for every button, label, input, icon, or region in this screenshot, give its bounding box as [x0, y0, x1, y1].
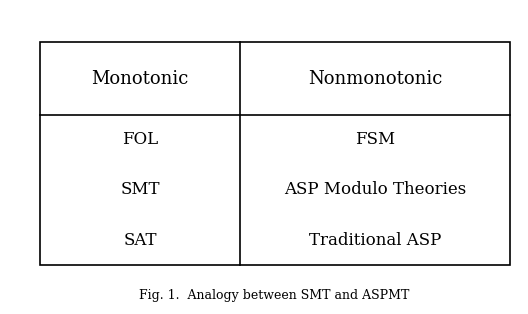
Text: Monotonic: Monotonic: [91, 69, 188, 88]
Text: Fig. 1.  Analogy between SMT and ASPMT: Fig. 1. Analogy between SMT and ASPMT: [139, 289, 410, 302]
Text: FSM: FSM: [355, 131, 395, 148]
Text: ASP Modulo Theories: ASP Modulo Theories: [284, 181, 466, 198]
Text: SMT: SMT: [120, 181, 159, 198]
Text: SAT: SAT: [123, 232, 157, 249]
Text: Nonmonotonic: Nonmonotonic: [308, 69, 442, 88]
Text: FOL: FOL: [122, 131, 158, 148]
Bar: [40, 42, 510, 265]
Text: Traditional ASP: Traditional ASP: [309, 232, 441, 249]
